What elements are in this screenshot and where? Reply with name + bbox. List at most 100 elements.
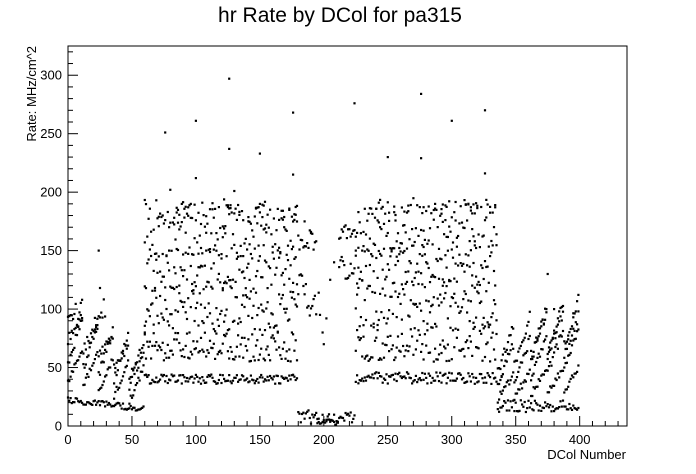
data-point — [561, 304, 565, 308]
data-point — [197, 211, 200, 214]
data-point — [495, 319, 498, 322]
data-point — [100, 361, 103, 364]
data-point — [161, 275, 164, 278]
data-point — [358, 221, 361, 224]
data-point — [217, 378, 220, 382]
data-point — [321, 413, 324, 416]
data-point — [144, 287, 148, 290]
data-point — [545, 308, 548, 311]
data-point — [480, 373, 483, 376]
data-point — [509, 379, 512, 382]
data-point — [430, 212, 433, 215]
data-point — [485, 381, 488, 384]
data-point — [207, 248, 210, 251]
data-point — [105, 374, 108, 377]
data-point — [110, 335, 113, 339]
data-point — [104, 315, 107, 318]
data-point — [81, 317, 84, 320]
data-point — [577, 406, 580, 410]
data-point — [206, 280, 209, 283]
data-point — [280, 297, 283, 300]
data-point — [215, 307, 218, 310]
data-point — [228, 207, 231, 210]
data-point — [563, 391, 566, 394]
data-point — [347, 228, 350, 231]
data-point — [396, 335, 400, 338]
data-point — [537, 335, 540, 338]
data-point — [377, 371, 380, 374]
data-point — [298, 248, 301, 251]
data-point — [171, 286, 174, 289]
data-point — [402, 224, 405, 227]
data-point — [496, 408, 499, 411]
data-point — [292, 245, 295, 248]
data-point — [178, 284, 181, 287]
data-point — [219, 373, 222, 376]
data-point — [203, 225, 206, 228]
data-point — [481, 235, 484, 238]
data-point — [265, 231, 268, 234]
x-tick-label: 0 — [64, 432, 71, 447]
data-point — [201, 201, 204, 204]
data-point — [74, 362, 77, 365]
data-point — [434, 202, 437, 205]
data-point — [375, 371, 378, 374]
data-point — [119, 382, 122, 385]
data-point — [137, 366, 140, 369]
data-point — [417, 329, 420, 332]
chart-title: hr Rate by DCol for pa315 — [218, 4, 462, 27]
data-point — [69, 337, 72, 341]
data-point — [224, 280, 227, 283]
data-point — [304, 283, 307, 286]
data-point — [185, 376, 189, 380]
data-point — [354, 254, 357, 257]
data-point — [166, 261, 169, 264]
data-point — [407, 204, 410, 207]
data-point — [344, 277, 347, 280]
data-point — [546, 403, 549, 406]
data-point — [253, 359, 256, 362]
data-point — [86, 373, 89, 376]
data-point — [69, 375, 72, 378]
data-point — [252, 235, 255, 238]
data-point — [133, 389, 136, 392]
data-point — [105, 400, 108, 403]
data-point — [175, 206, 178, 209]
data-point — [83, 366, 86, 369]
data-point — [476, 381, 479, 384]
data-point — [420, 379, 423, 382]
data-point — [528, 310, 531, 313]
data-point — [494, 303, 497, 306]
data-point — [132, 406, 135, 409]
data-point — [468, 375, 471, 378]
data-point — [432, 296, 435, 299]
data-point — [435, 371, 438, 374]
data-point — [248, 220, 251, 223]
data-point — [400, 242, 403, 245]
data-point — [129, 381, 132, 384]
data-point — [449, 280, 452, 283]
data-point — [426, 382, 429, 385]
data-point — [147, 258, 150, 261]
data-point — [125, 347, 128, 350]
data-point — [184, 205, 187, 208]
data-point — [363, 299, 366, 302]
data-point — [189, 306, 192, 309]
data-point — [565, 361, 568, 364]
data-point — [198, 266, 201, 269]
data-point — [253, 328, 256, 331]
data-point — [208, 339, 212, 342]
data-point — [467, 347, 470, 350]
data-point — [318, 422, 322, 425]
data-point — [480, 205, 483, 209]
data-point — [258, 152, 261, 155]
data-point — [197, 351, 200, 354]
data-point — [358, 338, 361, 342]
data-point — [288, 318, 291, 321]
data-point — [472, 321, 475, 324]
data-point — [72, 332, 75, 335]
data-point — [518, 388, 521, 391]
data-point — [440, 212, 443, 215]
data-point — [431, 303, 434, 306]
